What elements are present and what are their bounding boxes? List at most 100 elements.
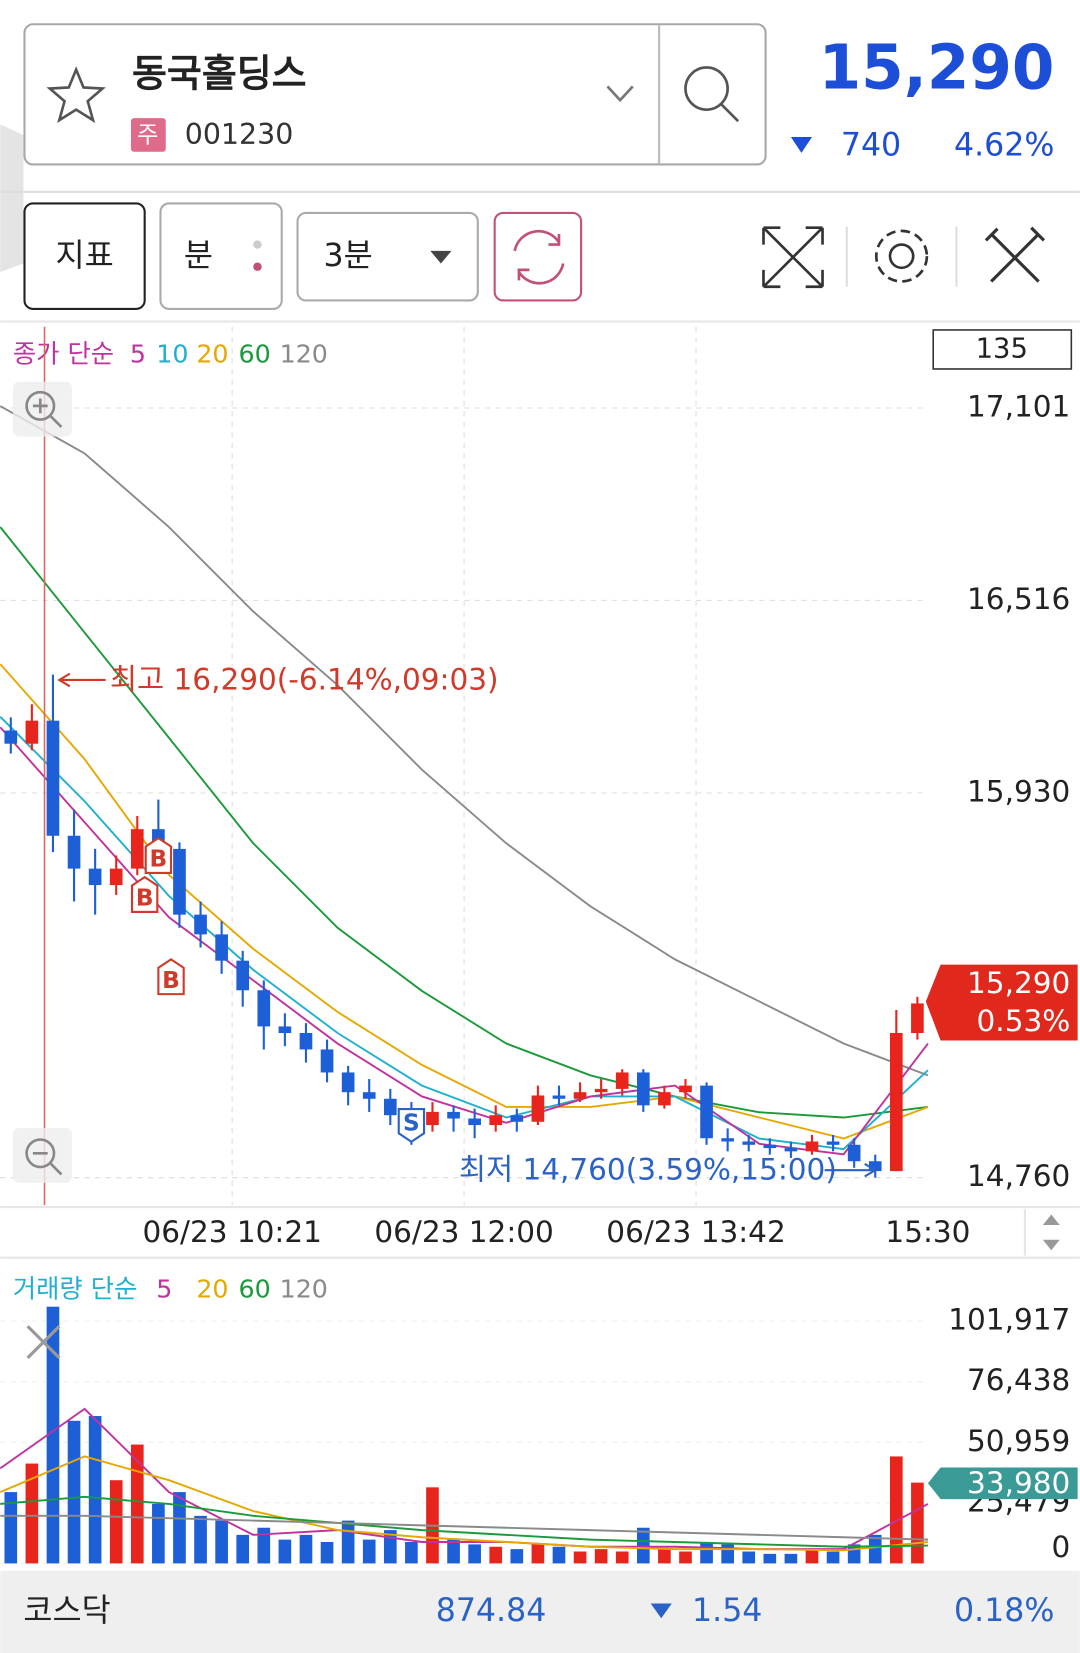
tools-icon[interactable] bbox=[984, 226, 1046, 283]
candle-body bbox=[447, 1111, 460, 1119]
side-tab[interactable] bbox=[0, 124, 24, 272]
unit-button[interactable] bbox=[159, 202, 283, 310]
candle-body bbox=[236, 960, 250, 991]
refresh-button[interactable] bbox=[493, 211, 583, 302]
legend-label: 종가 단순 bbox=[13, 339, 114, 368]
signal-label: S bbox=[403, 1109, 420, 1136]
dropdown-chevron[interactable] bbox=[606, 85, 634, 103]
candle-body bbox=[426, 1111, 439, 1126]
zoom-in-icon bbox=[25, 390, 56, 421]
volume-bar bbox=[573, 1551, 587, 1564]
interval-label: 3분 bbox=[324, 238, 373, 274]
candle-body bbox=[4, 730, 18, 744]
index-name: 코스닥 bbox=[23, 1593, 110, 1629]
volume-bar bbox=[278, 1539, 292, 1564]
scroll-arrows[interactable] bbox=[1042, 1214, 1060, 1251]
candle-body bbox=[805, 1141, 819, 1152]
count-box bbox=[932, 329, 1073, 370]
volume-bar bbox=[88, 1416, 102, 1564]
x-tick-label: 06/23 10:21 bbox=[142, 1215, 321, 1249]
stock-name: 동국홀딩스 bbox=[132, 51, 307, 95]
volume-bar bbox=[700, 1542, 713, 1564]
search-box[interactable] bbox=[23, 23, 767, 166]
candle-body bbox=[826, 1141, 840, 1145]
current-price: 15,290 bbox=[819, 32, 1055, 103]
footer-bar[interactable] bbox=[0, 1570, 1080, 1653]
volume-bar bbox=[510, 1549, 524, 1564]
candle-body bbox=[278, 1026, 292, 1034]
candle-body bbox=[552, 1095, 566, 1099]
volume-bar bbox=[531, 1544, 545, 1564]
x-axis: 06/23 10:21 06/23 12:00 06/23 13:42 15:30 bbox=[142, 1215, 970, 1249]
moving-average bbox=[0, 1495, 928, 1548]
signal-label: B bbox=[136, 885, 154, 912]
volume-bar bbox=[173, 1492, 186, 1564]
candle-body bbox=[88, 868, 102, 886]
volume-bar bbox=[25, 1463, 39, 1564]
signal-marker bbox=[397, 1107, 426, 1143]
volume-bar bbox=[236, 1534, 250, 1564]
indicator-label: 지표 bbox=[55, 238, 113, 274]
candle-body bbox=[257, 990, 271, 1027]
candle-body bbox=[468, 1118, 481, 1126]
settings-icon[interactable] bbox=[888, 243, 915, 270]
candle-body bbox=[320, 1049, 334, 1073]
volume-bar bbox=[805, 1549, 819, 1564]
close-volume[interactable] bbox=[26, 1325, 61, 1359]
volume-bar bbox=[67, 1420, 81, 1564]
unit-label: 분 bbox=[184, 238, 213, 274]
volume-bar bbox=[594, 1549, 608, 1564]
y-tick-label: 101,917 bbox=[948, 1303, 1070, 1337]
candle-body bbox=[46, 720, 60, 836]
moving-average bbox=[0, 405, 929, 1077]
volume-bar bbox=[152, 1503, 165, 1564]
volume-bar bbox=[911, 1482, 924, 1564]
x-tick-label: 15:30 bbox=[885, 1215, 970, 1249]
interval-dropdown[interactable] bbox=[296, 211, 479, 302]
low-annotation: 최저 14,760(3.59%,15:00) bbox=[459, 1153, 837, 1187]
signal-marker bbox=[130, 875, 159, 913]
candle-body bbox=[784, 1148, 798, 1152]
count-label: 135 bbox=[976, 333, 1028, 364]
candle-body bbox=[911, 1003, 924, 1034]
legend-entry: 5 bbox=[130, 339, 146, 368]
candle-body bbox=[763, 1144, 777, 1149]
candle-body bbox=[510, 1115, 524, 1122]
index-value: 874.84 bbox=[436, 1593, 547, 1629]
candle-body bbox=[109, 868, 123, 886]
candle-body bbox=[636, 1072, 650, 1106]
high-annotation: 최고 16,290(-6.14%,09:03) bbox=[110, 663, 499, 697]
candle-body bbox=[215, 934, 228, 961]
down-arrow bbox=[790, 137, 812, 153]
search-icon[interactable] bbox=[684, 66, 729, 111]
volume-bar bbox=[679, 1551, 692, 1564]
candle-body bbox=[573, 1092, 587, 1099]
legend-entry: 20 bbox=[196, 339, 228, 368]
candle-body bbox=[341, 1072, 355, 1093]
legend-entry: 120 bbox=[280, 1274, 328, 1303]
signal-marker bbox=[157, 958, 185, 996]
volume-bar bbox=[194, 1515, 207, 1564]
refresh-icon bbox=[513, 229, 565, 285]
zoom-in[interactable] bbox=[12, 381, 72, 437]
candle-body bbox=[383, 1098, 397, 1116]
legend-entry: 20 bbox=[196, 1274, 228, 1303]
refresh-arrows bbox=[517, 234, 561, 281]
y-tick-label: 14,760 bbox=[967, 1159, 1070, 1193]
current-pct-badge-text: 0.53% bbox=[977, 1004, 1071, 1038]
zoom-out[interactable] bbox=[12, 1128, 72, 1183]
volume-bar bbox=[299, 1534, 313, 1564]
moving-average bbox=[0, 1455, 929, 1552]
y-tick-label: 76,438 bbox=[967, 1363, 1070, 1397]
moving-average bbox=[0, 716, 929, 1151]
candle-body bbox=[25, 720, 39, 744]
volume-bar bbox=[868, 1534, 882, 1564]
expand-icon[interactable] bbox=[762, 226, 824, 289]
moving-average bbox=[0, 1514, 928, 1541]
favorite-star[interactable] bbox=[46, 66, 106, 124]
indicator-button[interactable] bbox=[23, 202, 146, 310]
legend-entry: 60 bbox=[238, 1274, 270, 1303]
candle-body bbox=[594, 1088, 608, 1093]
